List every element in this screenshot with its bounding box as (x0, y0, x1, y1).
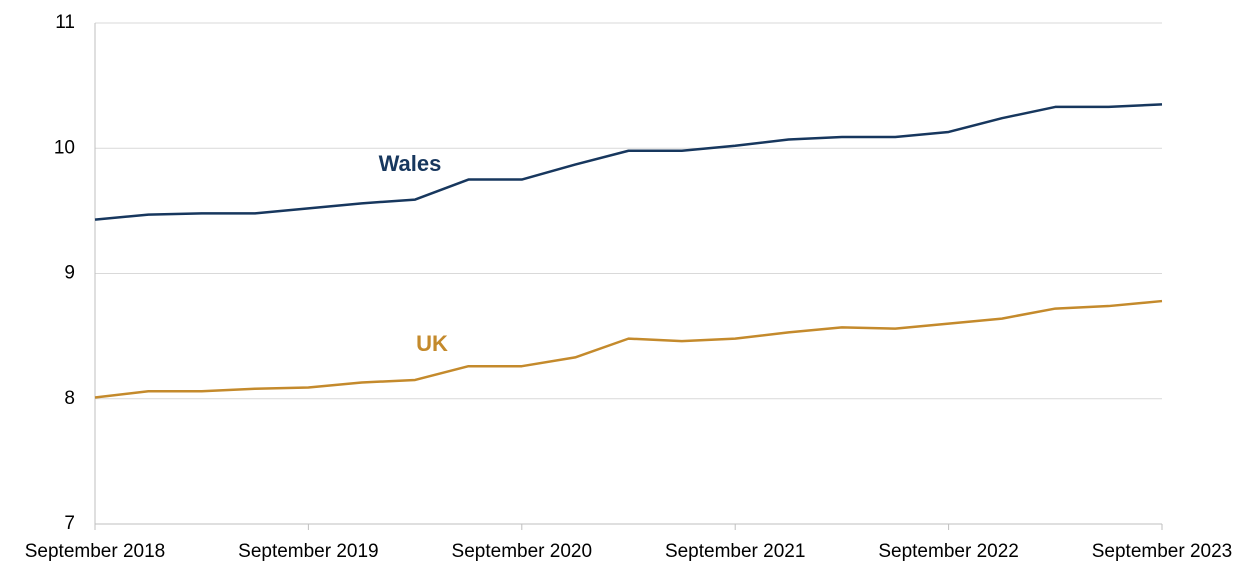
x-tick-label: September 2020 (452, 541, 593, 562)
x-tick-label: September 2021 (665, 541, 806, 562)
y-tick-label: 11 (55, 12, 75, 33)
y-tick-label: 7 (64, 513, 75, 534)
x-tick-label: September 2022 (878, 541, 1019, 562)
series-line (94, 103, 1163, 221)
y-tick-label: 9 (64, 263, 75, 284)
x-tick-label: September 2019 (238, 541, 379, 562)
y-tick-label: 10 (54, 137, 75, 158)
series-label: UK (416, 331, 448, 356)
series-label: Wales (379, 151, 442, 176)
series-line (94, 299, 1163, 399)
y-tick-label: 8 (64, 388, 75, 409)
x-tick-label: September 2018 (25, 541, 166, 562)
x-tick-label: September 2023 (1092, 541, 1233, 562)
